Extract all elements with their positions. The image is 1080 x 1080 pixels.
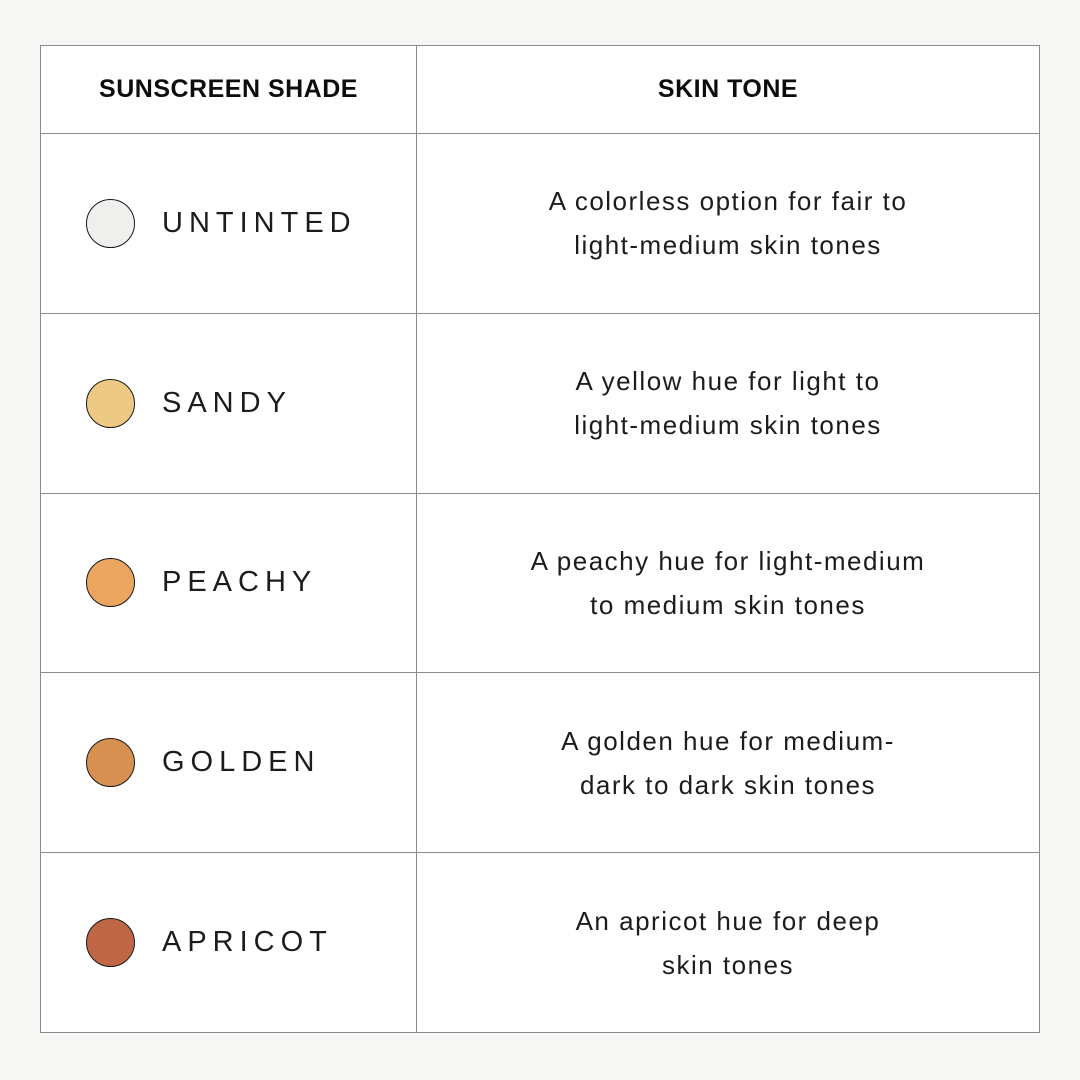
skin-tone-description-line1: A golden hue for medium- (561, 725, 895, 756)
shade-cell: APRICOT (41, 853, 417, 1032)
shade-swatch-circle (86, 738, 135, 788)
skin-tone-cell: A colorless option for fair to light-med… (417, 134, 1039, 313)
shade-cell: UNTINTED (41, 134, 417, 313)
shade-label: UNTINTED (162, 206, 357, 239)
shade-label: GOLDEN (162, 746, 321, 779)
shade-label: PEACHY (162, 566, 318, 599)
shade-swatch-circle (86, 198, 135, 248)
shade-label: APRICOT (162, 926, 333, 959)
shade-swatch-circle (86, 918, 135, 968)
table-row: GOLDEN A golden hue for medium- dark to … (41, 673, 1039, 854)
header-skin-tone-label: SKIN TONE (657, 75, 799, 103)
skin-tone-cell: A peachy hue for light-medium to medium … (417, 494, 1039, 673)
skin-tone-description-line2: light-medium skin tones (574, 230, 882, 261)
table-row: UNTINTED A colorless option for fair to … (41, 134, 1039, 314)
skin-tone-description-line2: dark to dark skin tones (579, 769, 877, 800)
skin-tone-description-line1: A colorless option for fair to (548, 186, 908, 217)
table-row: SANDY A yellow hue for light to light-me… (41, 313, 1039, 494)
table-row: PEACHY A peachy hue for light-medium to … (41, 493, 1039, 674)
skin-tone-description-line1: A peachy hue for light-medium (530, 545, 926, 576)
skin-tone-cell: A golden hue for medium- dark to dark sk… (417, 673, 1039, 852)
header-sunscreen-shade: SUNSCREEN SHADE (41, 46, 417, 133)
table-header-row: SUNSCREEN SHADE SKIN TONE (41, 46, 1039, 134)
header-sunscreen-shade-label: SUNSCREEN SHADE (99, 75, 358, 103)
sunscreen-shade-table: SUNSCREEN SHADE SKIN TONE UNTINTED A col… (40, 45, 1040, 1033)
skin-tone-description-line2: light-medium skin tones (574, 410, 882, 441)
header-skin-tone: SKIN TONE (417, 46, 1039, 133)
shade-swatch-circle (86, 378, 135, 428)
skin-tone-description-line1: A yellow hue for light to (575, 366, 881, 397)
table-row: APRICOT An apricot hue for deep skin ton… (41, 853, 1039, 1032)
shade-cell: GOLDEN (41, 673, 417, 853)
shade-cell: PEACHY (41, 493, 417, 673)
shade-cell: SANDY (41, 313, 417, 493)
skin-tone-cell: A yellow hue for light to light-medium s… (417, 314, 1039, 493)
skin-tone-description-line2: skin tones (661, 949, 795, 980)
shade-swatch-circle (86, 558, 135, 608)
skin-tone-description-line2: to medium skin tones (590, 589, 866, 620)
skin-tone-description-line1: An apricot hue for deep (575, 905, 881, 936)
skin-tone-cell: An apricot hue for deep skin tones (417, 853, 1039, 1032)
shade-label: SANDY (162, 386, 292, 419)
